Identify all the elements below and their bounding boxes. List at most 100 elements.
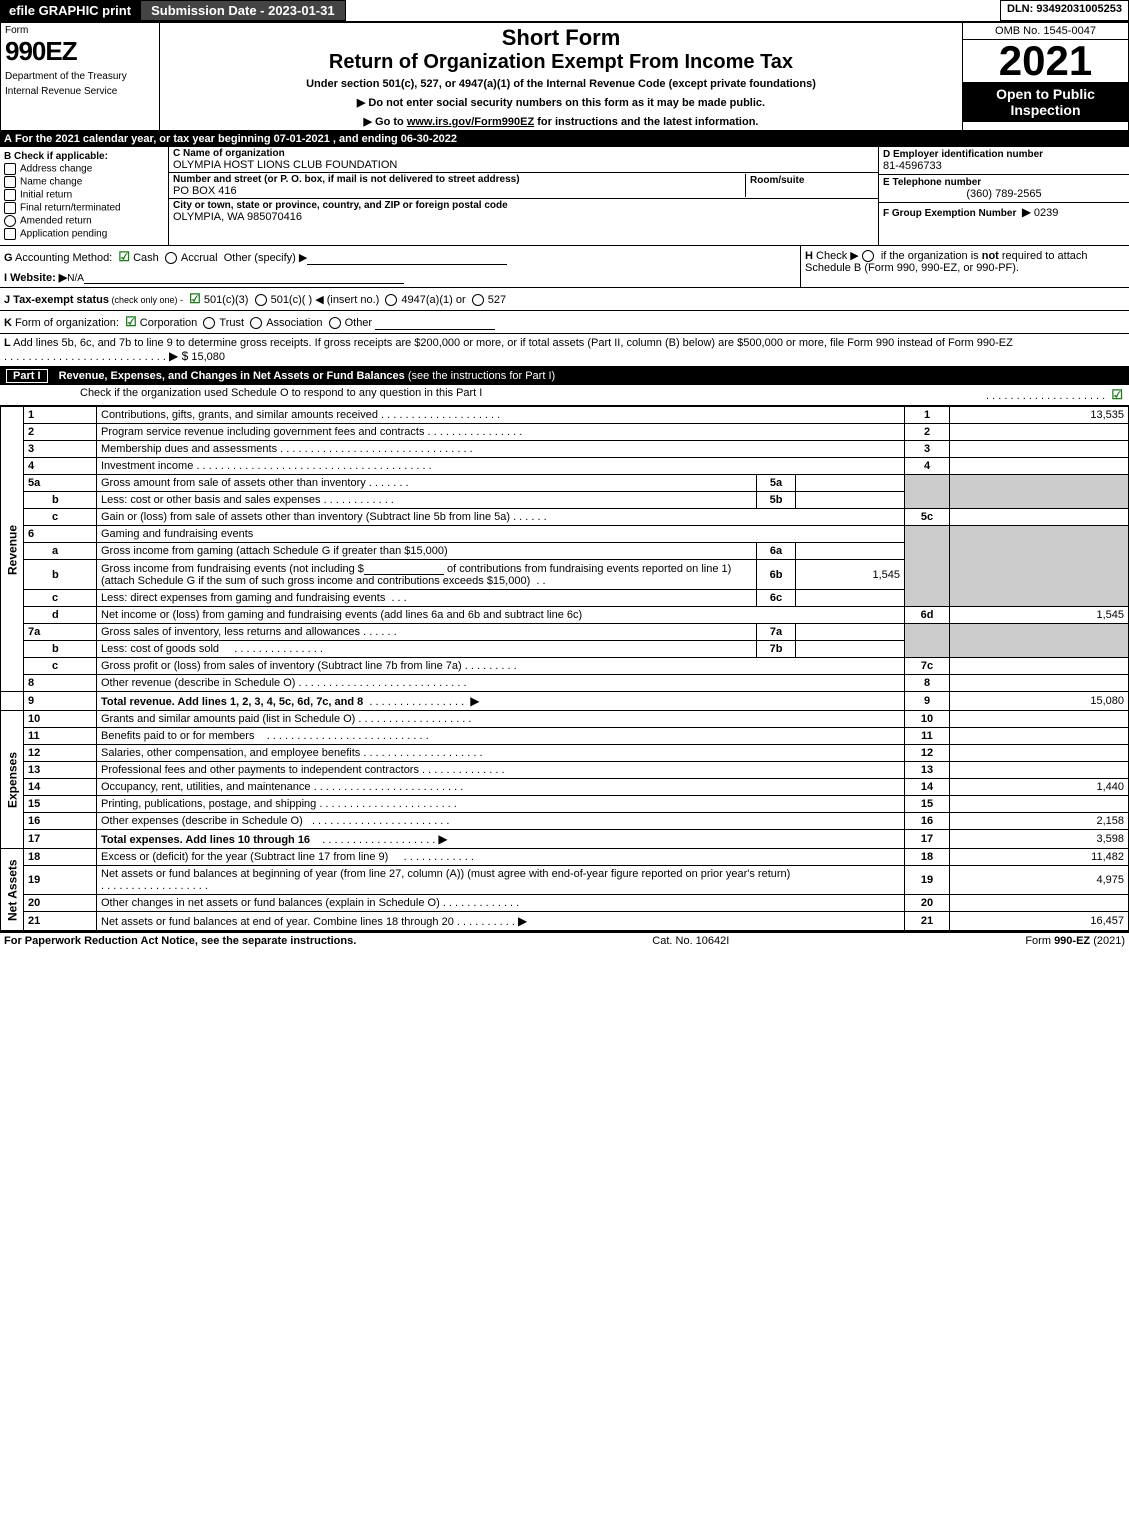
group-exemption-arrow: ▶ bbox=[1022, 205, 1031, 219]
tax-year: 2021 bbox=[963, 40, 1128, 82]
ln7a-desc: Gross sales of inventory, less returns a… bbox=[97, 624, 757, 641]
ln10-val bbox=[950, 711, 1129, 728]
org-name-value: OLYMPIA HOST LIONS CLUB FOUNDATION bbox=[173, 159, 874, 171]
ln5b-inner-num: 5b bbox=[757, 492, 796, 509]
chk-amended-return[interactable] bbox=[4, 215, 16, 227]
ln13-desc: Professional fees and other payments to … bbox=[97, 762, 905, 779]
form-url-link[interactable]: www.irs.gov/Form990EZ bbox=[407, 116, 534, 128]
ln9-num: 9 bbox=[24, 692, 97, 711]
ln7a-desc-text: Gross sales of inventory, less returns a… bbox=[101, 626, 360, 638]
line-j: J Tax-exempt status (check only one) - ☑… bbox=[0, 288, 1129, 311]
ln21-box: 21 bbox=[905, 912, 950, 931]
ln8-val bbox=[950, 675, 1129, 692]
opt-501c-box[interactable] bbox=[255, 294, 267, 306]
ln8-desc-text: Other revenue (describe in Schedule O) bbox=[101, 677, 295, 689]
efile-print-button[interactable]: efile GRAPHIC print bbox=[0, 0, 140, 21]
part-i-table: Revenue 1 Contributions, gifts, grants, … bbox=[0, 406, 1129, 931]
ln5b-inner-val bbox=[796, 492, 905, 509]
chk-initial-return[interactable] bbox=[4, 189, 16, 201]
ln4-desc: Investment income . . . . . . . . . . . … bbox=[97, 458, 905, 475]
ln18-desc-text: Excess or (deficit) for the year (Subtra… bbox=[101, 851, 388, 863]
ln7b-desc: Less: cost of goods sold . . . . . . . .… bbox=[97, 641, 757, 658]
subtitle: Under section 501(c), 527, or 4947(a)(1)… bbox=[166, 78, 956, 90]
opt-trust-box[interactable] bbox=[203, 317, 215, 329]
ln6-shaded-val bbox=[950, 526, 1129, 607]
lbl-initial-return: Initial return bbox=[20, 190, 72, 201]
ln1-val: 13,535 bbox=[950, 407, 1129, 424]
ln21-num: 21 bbox=[24, 912, 97, 931]
ln18-box: 18 bbox=[905, 849, 950, 866]
ln7-shaded bbox=[905, 624, 950, 658]
org-name-row: C Name of organization OLYMPIA HOST LION… bbox=[169, 147, 878, 173]
ln9-desc: Total revenue. Add lines 1, 2, 3, 4, 5c,… bbox=[97, 692, 905, 711]
ln1-desc-text: Contributions, gifts, grants, and simila… bbox=[101, 409, 378, 421]
col-b-head: Check if applicable: bbox=[11, 151, 108, 162]
ln2-box: 2 bbox=[905, 424, 950, 441]
ln4-box: 4 bbox=[905, 458, 950, 475]
opt-other: Other (specify) ▶ bbox=[224, 252, 308, 264]
cash-check-icon: ☑ bbox=[118, 249, 130, 264]
ln17-arrow-icon: ▶ bbox=[438, 832, 447, 846]
section-bcdef: B Check if applicable: Address change Na… bbox=[0, 147, 1129, 246]
line-a: A For the 2021 calendar year, or tax yea… bbox=[0, 131, 1129, 147]
ln6b-inner-val: 1,545 bbox=[796, 560, 905, 590]
room-suite: Room/suite bbox=[745, 174, 874, 197]
ln16-box: 16 bbox=[905, 813, 950, 830]
ln14-desc: Occupancy, rent, utilities, and maintena… bbox=[97, 779, 905, 796]
ln6b-amount-field[interactable] bbox=[364, 562, 444, 575]
ln6-num: 6 bbox=[24, 526, 97, 543]
line-a-lead: A bbox=[4, 133, 12, 145]
instruction-url: ▶ Go to www.irs.gov/Form990EZ for instru… bbox=[166, 115, 956, 128]
chk-name-change[interactable] bbox=[4, 176, 16, 188]
ln5a-inner-val bbox=[796, 475, 905, 492]
footer-left: For Paperwork Reduction Act Notice, see … bbox=[4, 935, 356, 947]
footer-right-post: (2021) bbox=[1090, 935, 1125, 947]
chk-application-pending[interactable] bbox=[4, 228, 16, 240]
form-label: Form bbox=[5, 25, 155, 36]
ln6a-inner-num: 6a bbox=[757, 543, 796, 560]
ln19-box: 19 bbox=[905, 866, 950, 895]
ln12-num: 12 bbox=[24, 745, 97, 762]
ln5a-desc-text: Gross amount from sale of assets other t… bbox=[101, 477, 366, 489]
group-exemption-label: F Group Exemption Number bbox=[883, 208, 1016, 219]
website-field[interactable] bbox=[84, 271, 404, 284]
line-l-text: Add lines 5b, 6c, and 7b to line 9 to de… bbox=[11, 337, 1013, 349]
ln15-val bbox=[950, 796, 1129, 813]
org-name-label: C Name of organization bbox=[173, 148, 874, 159]
submission-date-button[interactable]: Submission Date - 2023-01-31 bbox=[140, 0, 346, 21]
ln3-box: 3 bbox=[905, 441, 950, 458]
opt-527-box[interactable] bbox=[472, 294, 484, 306]
ln19-val: 4,975 bbox=[950, 866, 1129, 895]
line-h-checkbox[interactable] bbox=[862, 250, 874, 262]
ln7b-desc-text: Less: cost of goods sold bbox=[101, 643, 219, 655]
ln21-desc-text: Net assets or fund balances at end of ye… bbox=[101, 916, 454, 928]
other-org-field[interactable] bbox=[375, 317, 495, 330]
lbl-address-change: Address change bbox=[20, 164, 92, 175]
city-row: City or town, state or province, country… bbox=[169, 199, 878, 224]
line-k: K Form of organization: ☑ Corporation Tr… bbox=[0, 311, 1129, 334]
ln6c-num: c bbox=[24, 590, 97, 607]
header-right: OMB No. 1545-0047 2021 Open to Public In… bbox=[962, 23, 1128, 130]
col-b: B Check if applicable: Address change Na… bbox=[0, 147, 169, 245]
phone-value: (360) 789-2565 bbox=[883, 188, 1125, 200]
other-specify-field[interactable] bbox=[307, 252, 507, 265]
ln6b-desc: Gross income from fundraising events (no… bbox=[97, 560, 757, 590]
ln8-desc: Other revenue (describe in Schedule O) .… bbox=[97, 675, 905, 692]
opt-other-org-box[interactable] bbox=[329, 317, 341, 329]
ln1-desc: Contributions, gifts, grants, and simila… bbox=[97, 407, 905, 424]
ln16-desc: Other expenses (describe in Schedule O) … bbox=[97, 813, 905, 830]
ln20-val bbox=[950, 895, 1129, 912]
ln18-desc: Excess or (deficit) for the year (Subtra… bbox=[97, 849, 905, 866]
line-l: L Add lines 5b, 6c, and 7b to line 9 to … bbox=[0, 334, 1129, 367]
ln9-box: 9 bbox=[905, 692, 950, 711]
chk-address-change[interactable] bbox=[4, 163, 16, 175]
ln11-box: 11 bbox=[905, 728, 950, 745]
opt-accrual-box[interactable] bbox=[165, 252, 177, 264]
chk-final-return[interactable] bbox=[4, 202, 16, 214]
opt-association-box[interactable] bbox=[250, 317, 262, 329]
ln5c-num: c bbox=[24, 509, 97, 526]
ln5b-num: b bbox=[24, 492, 97, 509]
opt-4947-box[interactable] bbox=[385, 294, 397, 306]
line-g-label: Accounting Method: bbox=[13, 252, 113, 264]
line-i-lead: I Website: ▶ bbox=[4, 272, 67, 284]
